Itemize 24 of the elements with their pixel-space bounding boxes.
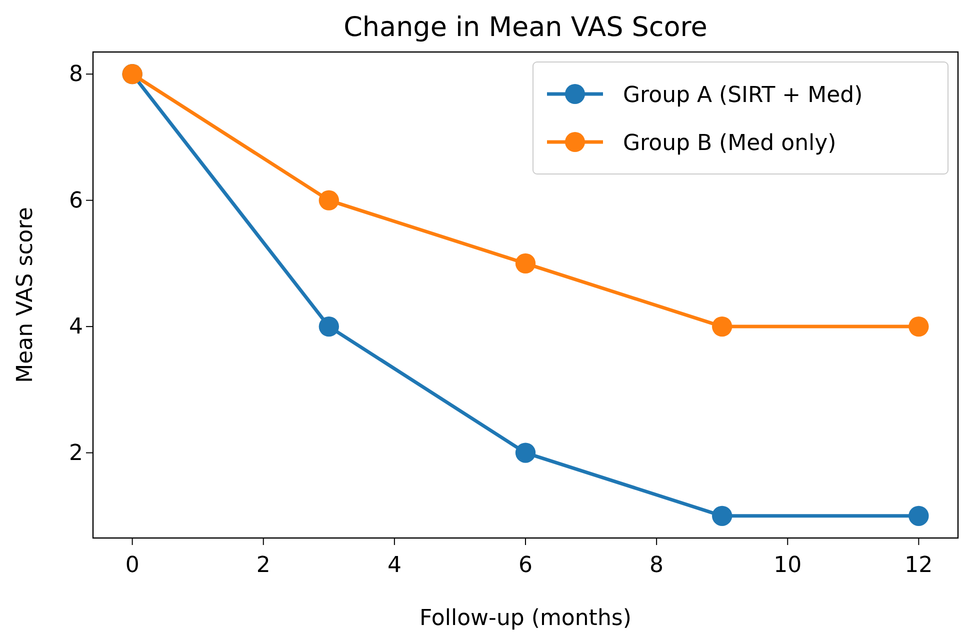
point — [712, 316, 732, 337]
point — [515, 253, 536, 274]
x-tick-label: 6 — [518, 553, 532, 578]
x-tick-label: 4 — [387, 553, 402, 578]
point — [515, 442, 536, 463]
point — [712, 506, 732, 526]
x-tick-label: 8 — [650, 553, 664, 578]
point — [318, 316, 339, 337]
point — [318, 190, 339, 210]
point — [908, 316, 929, 337]
point — [908, 506, 929, 526]
x-tick-label: 2 — [256, 553, 270, 578]
chart-title: Change in Mean VAS Score — [344, 12, 708, 43]
y-axis-title: Mean VAS score — [13, 207, 38, 383]
x-axis-title: Follow-up (months) — [420, 606, 632, 631]
legend-label: Group B (Med only) — [623, 131, 836, 156]
y-tick-label: 4 — [69, 314, 83, 340]
legend-label: Group A (SIRT + Med) — [623, 83, 863, 108]
y-tick-label: 2 — [69, 440, 83, 466]
x-tick-label: 0 — [125, 553, 140, 578]
y-tick-label: 6 — [69, 188, 83, 214]
y-tick-label: 8 — [69, 62, 83, 88]
x-tick-label: 10 — [774, 553, 802, 578]
x-tick-label: 12 — [904, 553, 933, 578]
